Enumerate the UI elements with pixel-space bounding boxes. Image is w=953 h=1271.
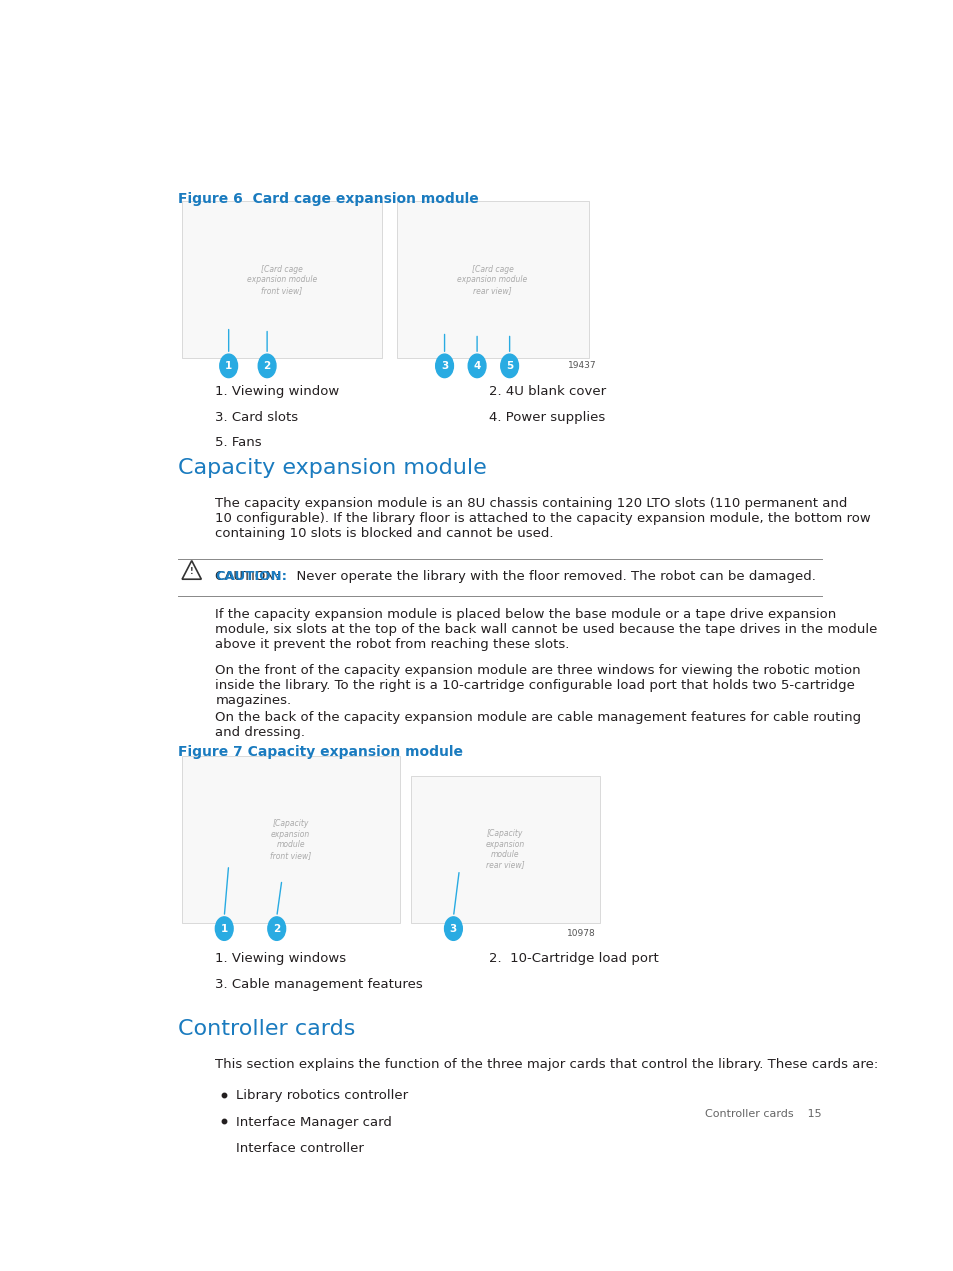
Text: 10978: 10978 <box>567 929 596 938</box>
Text: CAUTION:: CAUTION: <box>215 571 287 583</box>
Text: [Card cage
expansion module
front view]: [Card cage expansion module front view] <box>247 264 316 295</box>
Text: [Card cage
expansion module
rear view]: [Card cage expansion module rear view] <box>457 264 527 295</box>
Text: 1. Viewing window: 1. Viewing window <box>215 385 339 398</box>
FancyBboxPatch shape <box>396 202 588 358</box>
Text: 2.  10-Cartridge load port: 2. 10-Cartridge load port <box>488 952 658 965</box>
Text: The capacity expansion module is an 8U chassis containing 120 LTO slots (110 per: The capacity expansion module is an 8U c… <box>215 497 870 540</box>
Circle shape <box>219 355 237 377</box>
Text: 5: 5 <box>505 361 513 371</box>
Text: Interface controller: Interface controller <box>235 1141 363 1155</box>
Text: 3. Card slots: 3. Card slots <box>215 411 298 425</box>
Circle shape <box>215 916 233 941</box>
Text: 3: 3 <box>440 361 448 371</box>
Text: 4: 4 <box>473 361 480 371</box>
Text: 2: 2 <box>263 361 271 371</box>
Circle shape <box>444 916 462 941</box>
Text: 1: 1 <box>225 361 232 371</box>
Text: This section explains the function of the three major cards that control the lib: This section explains the function of th… <box>215 1057 878 1070</box>
Text: On the front of the capacity expansion module are three windows for viewing the : On the front of the capacity expansion m… <box>215 665 861 708</box>
Text: 1: 1 <box>220 924 228 934</box>
Text: 2. 4U blank cover: 2. 4U blank cover <box>488 385 605 398</box>
Text: !: ! <box>190 567 193 576</box>
Text: [Capacity
expansion
module
front view]: [Capacity expansion module front view] <box>270 820 311 859</box>
FancyBboxPatch shape <box>411 775 599 923</box>
Text: If the capacity expansion module is placed below the base module or a tape drive: If the capacity expansion module is plac… <box>215 608 877 651</box>
Text: 2: 2 <box>273 924 280 934</box>
Text: 5. Fans: 5. Fans <box>215 436 262 450</box>
Text: CAUTION:    Never operate the library with the floor removed. The robot can be d: CAUTION: Never operate the library with … <box>215 571 816 583</box>
Text: 3: 3 <box>450 924 456 934</box>
Circle shape <box>500 355 518 377</box>
Text: Figure 6  Card cage expansion module: Figure 6 Card cage expansion module <box>178 192 478 206</box>
Circle shape <box>268 916 285 941</box>
Text: 1. Viewing windows: 1. Viewing windows <box>215 952 346 965</box>
Text: Controller cards    15: Controller cards 15 <box>704 1110 821 1120</box>
Text: 3. Cable management features: 3. Cable management features <box>215 977 423 990</box>
FancyBboxPatch shape <box>182 756 400 923</box>
Text: Controller cards: Controller cards <box>178 1018 355 1038</box>
Text: 4. Power supplies: 4. Power supplies <box>488 411 604 425</box>
Text: [Capacity
expansion
module
rear view]: [Capacity expansion module rear view] <box>485 829 524 869</box>
Text: Library robotics controller: Library robotics controller <box>235 1089 408 1102</box>
Text: 19437: 19437 <box>567 361 596 370</box>
Text: Interface Manager card: Interface Manager card <box>235 1116 392 1129</box>
Circle shape <box>258 355 275 377</box>
Circle shape <box>436 355 453 377</box>
Circle shape <box>468 355 485 377</box>
Text: On the back of the capacity expansion module are cable management features for c: On the back of the capacity expansion mo… <box>215 712 861 740</box>
Text: Figure 7 Capacity expansion module: Figure 7 Capacity expansion module <box>178 745 463 759</box>
FancyBboxPatch shape <box>182 202 381 358</box>
Text: Capacity expansion module: Capacity expansion module <box>178 458 487 478</box>
